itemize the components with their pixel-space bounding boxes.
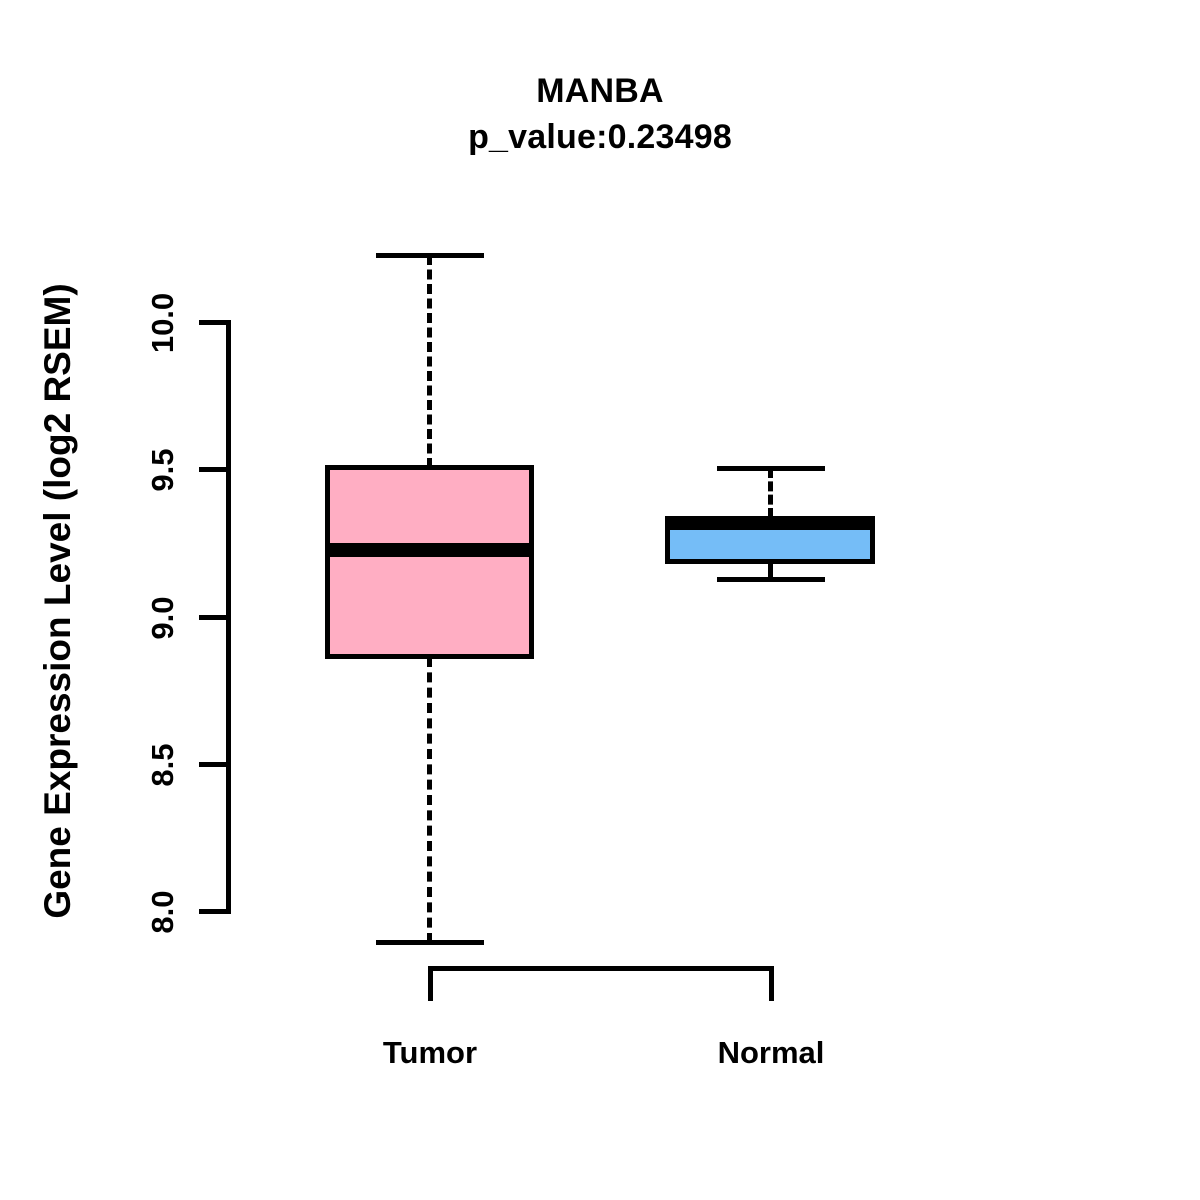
normal-lower-whisker-cap (717, 577, 825, 582)
y-axis-title: Gene Expression Level (log2 RSEM) (37, 283, 78, 919)
y-tick-label-10.0: 10.0 (145, 292, 180, 354)
x-axis-tick-tumor (428, 966, 433, 1001)
x-axis-label-normal: Normal (717, 1035, 825, 1070)
y-tick-label-8.0: 8.0 (145, 890, 180, 934)
normal-lower-whisker-line (768, 563, 773, 580)
y-tick-mark-9.0 (199, 615, 226, 620)
tumor-box (325, 465, 534, 659)
chart-title: MANBA (536, 72, 664, 110)
chart-subtitle-pvalue: p_value:0.23498 (468, 118, 732, 156)
y-tick-label-8.5: 8.5 (145, 743, 180, 787)
normal-upper-whisker-line (768, 468, 773, 518)
y-axis-line (226, 320, 231, 914)
y-tick-label-9.0: 9.0 (145, 596, 180, 640)
x-axis-tick-normal (769, 966, 774, 1001)
y-tick-mark-10.0 (199, 320, 226, 325)
tumor-upper-whisker-line (427, 255, 432, 468)
tumor-median-line (325, 543, 534, 557)
y-tick-label-9.5: 9.5 (145, 448, 180, 492)
normal-median-line (665, 518, 875, 530)
y-tick-mark-9.5 (199, 467, 226, 472)
y-tick-mark-8.0 (199, 909, 226, 914)
tumor-lower-whisker-cap (376, 940, 484, 945)
tumor-lower-whisker-line (427, 657, 432, 943)
y-tick-mark-8.5 (199, 762, 226, 767)
x-axis-line (428, 966, 774, 971)
x-axis-label-tumor: Tumor (382, 1035, 478, 1070)
